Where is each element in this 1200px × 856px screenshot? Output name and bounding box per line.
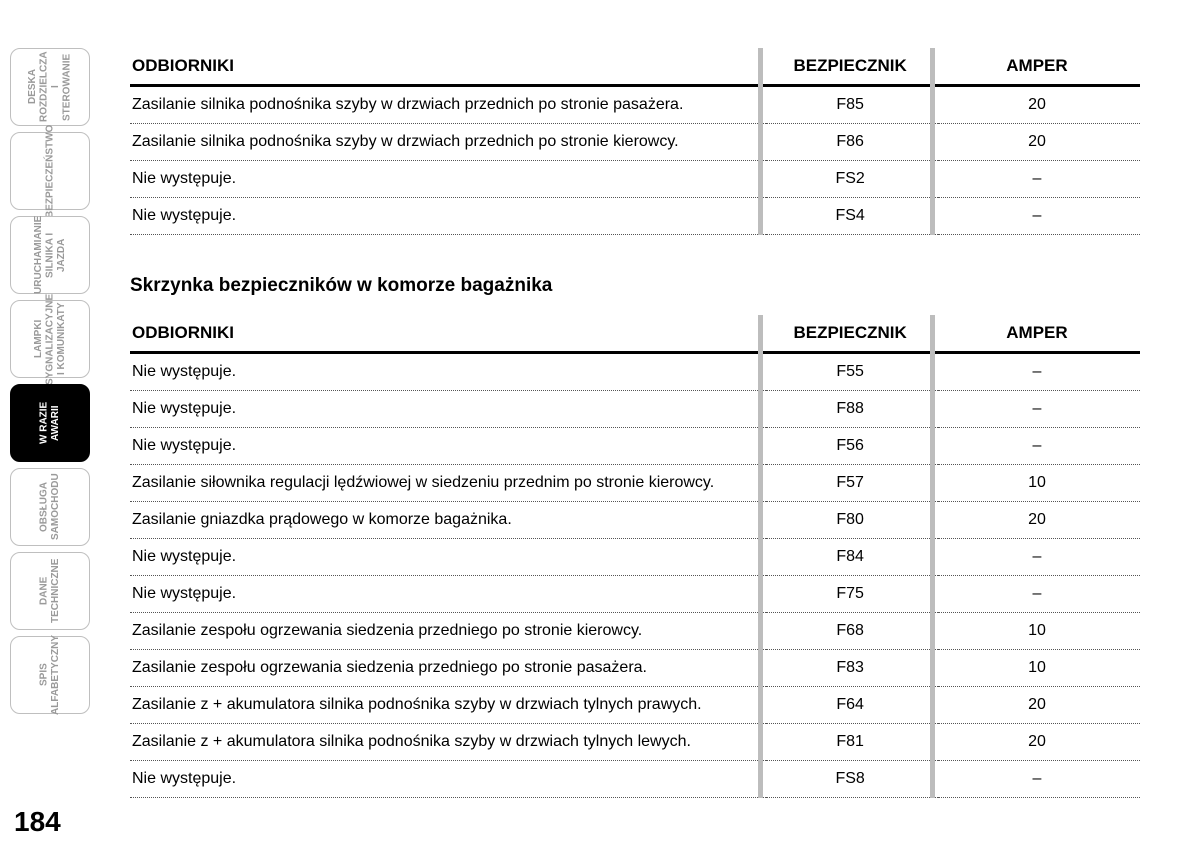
cell-desc: Zasilanie silnika podnośnika szyby w drz… (130, 86, 766, 124)
table-row: Nie występuje.F88– (130, 391, 1140, 428)
table-row: Nie występuje.FS4– (130, 198, 1140, 235)
cell-amp: 20 (938, 124, 1140, 161)
table-row: Nie występuje.F55– (130, 353, 1140, 391)
cell-desc: Zasilanie z + akumulatora silnika podnoś… (130, 724, 766, 761)
cell-fuse: F85 (766, 86, 938, 124)
column-separator (758, 315, 763, 798)
cell-amp: – (938, 198, 1140, 235)
table-row: Nie występuje.FS8– (130, 761, 1140, 798)
table-row: Zasilanie siłownika regulacji lędźwiowej… (130, 465, 1140, 502)
cell-amp: 20 (938, 724, 1140, 761)
cell-desc: Zasilanie gniazdka prądowego w komorze b… (130, 502, 766, 539)
column-separator (758, 48, 763, 235)
cell-fuse: F80 (766, 502, 938, 539)
table-row: Zasilanie zespołu ogrzewania siedzenia p… (130, 650, 1140, 687)
cell-fuse: F75 (766, 576, 938, 613)
cell-desc: Nie występuje. (130, 761, 766, 798)
column-separator (930, 315, 935, 798)
cell-amp: – (938, 353, 1140, 391)
table-row: Nie występuje.F56– (130, 428, 1140, 465)
cell-desc: Zasilanie siłownika regulacji lędźwiowej… (130, 465, 766, 502)
table2-header-odbiorniki: ODBIORNIKI (130, 315, 766, 353)
cell-fuse: F55 (766, 353, 938, 391)
table-row: Zasilanie silnika podnośnika szyby w drz… (130, 86, 1140, 124)
column-separator (930, 48, 935, 235)
cell-desc: Zasilanie zespołu ogrzewania siedzenia p… (130, 650, 766, 687)
cell-fuse: F88 (766, 391, 938, 428)
cell-desc: Nie występuje. (130, 198, 766, 235)
cell-desc: Nie występuje. (130, 353, 766, 391)
section-title: Skrzynka bezpieczników w komorze bagażni… (130, 275, 1140, 297)
cell-fuse: F84 (766, 539, 938, 576)
cell-amp: – (938, 161, 1140, 198)
cell-amp: 20 (938, 502, 1140, 539)
sidebar-nav: DESKA ROZDZIELCZA I STEROWANIE BEZPIECZE… (10, 48, 90, 714)
table1-header-bezpiecznik: BEZPIECZNIK (766, 48, 938, 86)
cell-desc: Nie występuje. (130, 576, 766, 613)
table-row: Nie występuje.F75– (130, 576, 1140, 613)
tab-spis[interactable]: SPIS ALFABETYCZNY (10, 636, 90, 714)
cell-amp: 10 (938, 650, 1140, 687)
table1-header-odbiorniki: ODBIORNIKI (130, 48, 766, 86)
table-row: Zasilanie silnika podnośnika szyby w drz… (130, 124, 1140, 161)
tab-dane-techniczne[interactable]: DANE TECHNICZNE (10, 552, 90, 630)
cell-amp: 20 (938, 86, 1140, 124)
tab-w-razie-awarii[interactable]: W RAZIE AWARII (10, 384, 90, 462)
cell-amp: – (938, 576, 1140, 613)
cell-amp: 10 (938, 465, 1140, 502)
table-row: Zasilanie zespołu ogrzewania siedzenia p… (130, 613, 1140, 650)
cell-fuse: F86 (766, 124, 938, 161)
cell-desc: Nie występuje. (130, 539, 766, 576)
cell-amp: 20 (938, 687, 1140, 724)
cell-desc: Zasilanie silnika podnośnika szyby w drz… (130, 124, 766, 161)
cell-amp: – (938, 761, 1140, 798)
tab-uruchamianie[interactable]: URUCHAMIANIE SILNIKA I JAZDA (10, 216, 90, 294)
cell-desc: Nie występuje. (130, 391, 766, 428)
cell-fuse: FS2 (766, 161, 938, 198)
fuse-table-1: ODBIORNIKI BEZPIECZNIK AMPER Zasilanie s… (130, 48, 1140, 235)
tab-bezpieczenstwo[interactable]: BEZPIECZEŃSTWO (10, 132, 90, 210)
cell-amp: – (938, 539, 1140, 576)
page-content: ODBIORNIKI BEZPIECZNIK AMPER Zasilanie s… (130, 48, 1140, 798)
tab-obsluga[interactable]: OBSŁUGA SAMOCHODU (10, 468, 90, 546)
cell-desc: Zasilanie z + akumulatora silnika podnoś… (130, 687, 766, 724)
cell-amp: – (938, 391, 1140, 428)
table2-header-amper: AMPER (938, 315, 1140, 353)
cell-fuse: FS8 (766, 761, 938, 798)
table-row: Nie występuje.FS2– (130, 161, 1140, 198)
table-row: Zasilanie z + akumulatora silnika podnoś… (130, 687, 1140, 724)
table2-header-bezpiecznik: BEZPIECZNIK (766, 315, 938, 353)
cell-desc: Nie występuje. (130, 161, 766, 198)
cell-fuse: F83 (766, 650, 938, 687)
table-row: Zasilanie gniazdka prądowego w komorze b… (130, 502, 1140, 539)
fuse-table-2: ODBIORNIKI BEZPIECZNIK AMPER Nie występu… (130, 315, 1140, 798)
cell-fuse: F57 (766, 465, 938, 502)
fuse-table-1-wrap: ODBIORNIKI BEZPIECZNIK AMPER Zasilanie s… (130, 48, 1140, 235)
cell-amp: 10 (938, 613, 1140, 650)
cell-fuse: F64 (766, 687, 938, 724)
table-row: Nie występuje.F84– (130, 539, 1140, 576)
page-number: 184 (14, 806, 61, 838)
tab-deska-rozdzielcza[interactable]: DESKA ROZDZIELCZA I STEROWANIE (10, 48, 90, 126)
cell-fuse: F81 (766, 724, 938, 761)
tab-lampki[interactable]: LAMPKI SYGNALIZACYJNE I KOMUNIKATY (10, 300, 90, 378)
cell-desc: Zasilanie zespołu ogrzewania siedzenia p… (130, 613, 766, 650)
cell-amp: – (938, 428, 1140, 465)
fuse-table-2-wrap: ODBIORNIKI BEZPIECZNIK AMPER Nie występu… (130, 315, 1140, 798)
cell-fuse: F68 (766, 613, 938, 650)
cell-fuse: F56 (766, 428, 938, 465)
table-row: Zasilanie z + akumulatora silnika podnoś… (130, 724, 1140, 761)
cell-desc: Nie występuje. (130, 428, 766, 465)
cell-fuse: FS4 (766, 198, 938, 235)
table1-header-amper: AMPER (938, 48, 1140, 86)
